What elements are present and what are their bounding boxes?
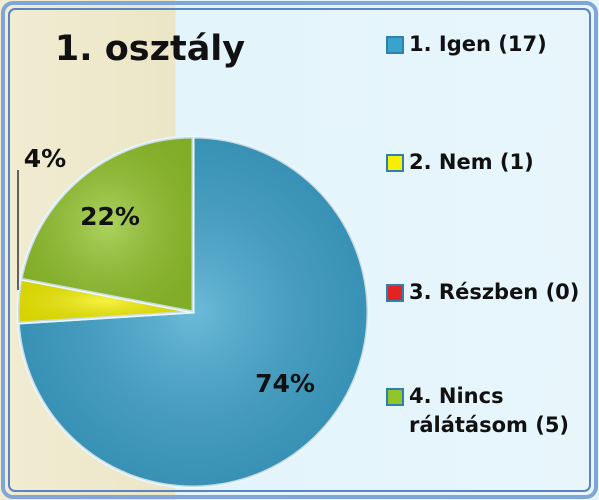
legend-label: 2. Nem (1)	[409, 148, 589, 177]
chart-panel: 1. osztály 74% 4% 22% 1. Igen (17) 2. Nem (…	[0, 0, 599, 500]
legend-item: 4. Nincs rálátásom (5)	[386, 382, 589, 440]
legend-swatch	[386, 36, 404, 54]
legend-item: 2. Nem (1)	[386, 148, 589, 177]
legend-swatch	[386, 284, 404, 302]
data-label: 74%	[255, 369, 315, 398]
legend-label: 4. Nincs rálátásom (5)	[409, 382, 589, 440]
legend-swatch	[386, 388, 404, 406]
data-label: 22%	[80, 202, 140, 231]
legend-label: 3. Részben (0)	[409, 278, 589, 307]
data-label: 4%	[24, 144, 66, 173]
legend-label: 1. Igen (17)	[409, 30, 589, 59]
chart-title: 1. osztály	[55, 29, 245, 69]
legend-item: 3. Részben (0)	[386, 278, 589, 307]
legend-swatch	[386, 154, 404, 172]
legend-item: 1. Igen (17)	[386, 30, 589, 59]
